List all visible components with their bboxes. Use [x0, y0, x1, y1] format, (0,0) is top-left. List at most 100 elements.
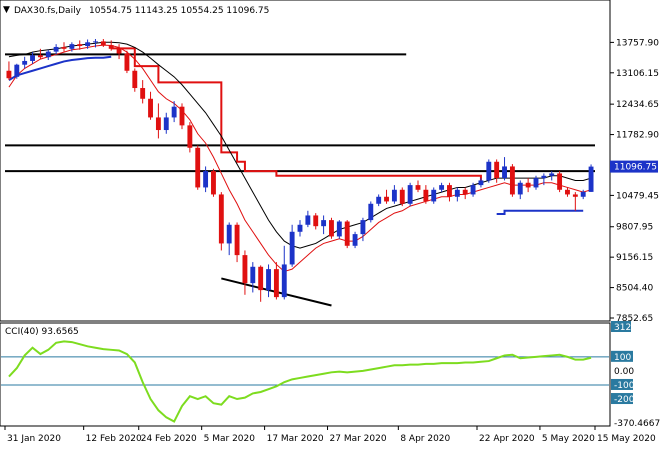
candle-body: [431, 189, 437, 202]
candle-body: [250, 266, 256, 284]
price-tick-label: 10479.45: [616, 191, 659, 201]
main-chart-frame: [0, 0, 611, 322]
candle-body: [187, 125, 193, 148]
candle: [454, 187, 460, 202]
candle: [580, 189, 586, 200]
candle: [211, 168, 216, 197]
candle-body: [30, 55, 35, 61]
candle-body: [439, 185, 445, 190]
candle: [321, 215, 327, 235]
candle: [344, 220, 350, 249]
candle-body: [140, 88, 146, 99]
candle: [557, 171, 563, 193]
candle-body: [22, 60, 28, 65]
series-line-blue_lower: [8, 55, 112, 81]
candle-body: [297, 224, 303, 232]
time-tick-label: 5 May 2020: [542, 434, 595, 444]
candle-body: [211, 171, 216, 195]
candle: [494, 159, 500, 183]
candle: [69, 42, 75, 52]
candle-body: [313, 215, 319, 227]
main-chart-layer: [5, 39, 595, 307]
candle: [242, 250, 248, 295]
candle: [187, 122, 193, 153]
candle: [399, 187, 405, 207]
cci-indicator-label: CCI(40) 93.6565: [5, 327, 79, 337]
candle: [517, 180, 523, 200]
candle-body: [565, 189, 570, 195]
candle: [195, 145, 201, 190]
candle-body: [517, 182, 523, 195]
candle: [336, 220, 342, 239]
candle-body: [344, 221, 350, 246]
candle-body: [242, 255, 248, 284]
candle: [218, 192, 224, 251]
candle-body: [305, 215, 311, 225]
cci-level-tag: [611, 378, 633, 390]
candle: [502, 157, 507, 181]
candle: [6, 61, 12, 81]
candle: [53, 44, 59, 55]
candle: [470, 182, 476, 197]
candle-body: [234, 224, 240, 256]
cci-level-tag: [611, 321, 631, 332]
candle-body: [77, 44, 83, 47]
candle-body: [179, 106, 185, 126]
candle-body: [391, 189, 397, 202]
candle-body: [14, 64, 20, 77]
candle-body: [273, 269, 279, 298]
candle: [163, 112, 169, 134]
candle: [140, 80, 146, 104]
candle: [93, 39, 98, 48]
candle: [360, 217, 366, 242]
candle-body: [93, 41, 98, 43]
candle: [148, 91, 153, 120]
cci-level-tag: [611, 350, 633, 362]
candle-body: [588, 166, 594, 192]
candle: [439, 182, 445, 193]
candle-body: [352, 234, 358, 246]
cci-level-tag: [611, 393, 633, 405]
series-line-ma_fast: [8, 44, 592, 273]
candle: [391, 185, 397, 204]
candle: [155, 103, 161, 139]
candle: [588, 164, 594, 192]
candle-body: [289, 231, 295, 265]
candle: [116, 44, 122, 60]
candle: [549, 171, 555, 181]
candle: [415, 180, 421, 193]
candle-body: [525, 182, 531, 188]
candle: [384, 189, 389, 204]
candle: [179, 103, 185, 130]
candle-body: [45, 51, 51, 58]
candle-body: [321, 220, 327, 227]
candle-body: [549, 173, 555, 176]
candle-body: [108, 45, 114, 49]
chart-symbol-triangle-icon: ▼: [3, 5, 10, 15]
candle-body: [360, 220, 366, 235]
candle: [61, 42, 67, 52]
price-tick-label: 12434.65: [616, 100, 659, 110]
candle: [565, 187, 570, 197]
candle: [313, 213, 319, 230]
candle: [329, 217, 334, 239]
candle: [281, 245, 287, 300]
time-tick-label: 31 Jan 2020: [7, 434, 61, 444]
candle-body: [470, 185, 476, 195]
candle-body: [6, 70, 12, 79]
candle-body: [116, 48, 122, 54]
series-line-ma_slow: [8, 41, 592, 249]
candle: [533, 175, 539, 190]
time-tick-label: 15 May 2020: [597, 434, 656, 444]
candle: [352, 231, 358, 249]
candle-body: [415, 185, 421, 190]
step-line-step_red: [111, 47, 482, 181]
candle: [423, 185, 429, 204]
candle-body: [69, 44, 75, 49]
candle: [100, 39, 106, 47]
candle-body: [195, 147, 201, 188]
candle: [22, 56, 28, 69]
candle-body: [37, 55, 43, 58]
candle-body: [557, 173, 563, 190]
time-tick-label: 8 Apr 2020: [400, 434, 450, 444]
